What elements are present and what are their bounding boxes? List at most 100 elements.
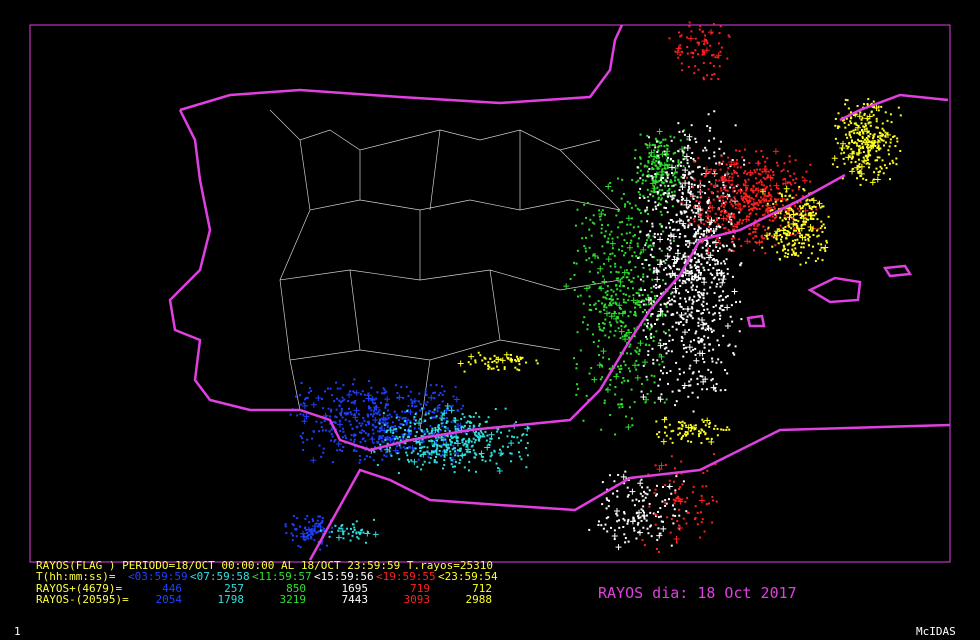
strike [706,202,709,205]
strike [658,431,661,434]
strike [734,206,737,209]
strike [645,259,648,262]
strike [671,291,674,294]
strike [655,160,658,163]
strike [759,179,762,182]
strike [630,417,633,420]
strike [870,102,873,105]
strike [659,162,662,165]
strike [628,370,631,373]
strike [680,472,683,475]
strike [497,437,500,440]
strike [720,178,723,181]
strike [838,125,841,128]
strike [579,349,582,352]
strike [798,185,801,188]
strike [411,398,418,405]
strike [701,375,704,378]
strike [651,347,654,350]
strike [879,170,882,173]
strike [739,190,742,193]
strike [669,218,672,221]
period: <19:59:55 [376,570,436,583]
strike [450,459,453,462]
strike [672,184,675,187]
strike [726,195,729,198]
strike [836,142,839,145]
strike [695,261,698,264]
strike [760,181,763,184]
strike [474,439,477,442]
strike [510,359,513,362]
strike [672,272,679,279]
strike [660,225,663,228]
strike [690,194,693,197]
strike [675,221,678,224]
strike [879,134,882,137]
strike [858,150,861,153]
strike [489,455,492,458]
strike [857,165,860,168]
strike [721,298,724,301]
strike [733,236,736,239]
strike [662,193,665,196]
strike [594,302,597,305]
strike [769,209,772,212]
strike [680,203,683,206]
strike [730,183,733,186]
strike [876,159,879,162]
strike [877,173,880,176]
strike [707,268,710,271]
strike [616,236,619,239]
strike [642,505,645,508]
strike [433,416,436,419]
strike [654,322,657,325]
strike [665,352,668,355]
strike [726,372,729,375]
strike [743,163,746,166]
strike [666,158,669,161]
strike [633,401,636,404]
strike [687,191,690,194]
strike [652,512,655,515]
strike [687,65,690,68]
strike [609,181,612,184]
strike [521,434,524,437]
strike [658,353,665,360]
strike [724,174,727,177]
strike [784,208,787,211]
strike [677,322,680,325]
strike [655,420,658,423]
strike [736,162,739,165]
strike [342,533,345,536]
strike [489,459,492,462]
strike [731,161,738,168]
strike [798,235,801,238]
strike [342,427,345,430]
strike [649,525,652,528]
strike [412,448,415,451]
strike [734,199,737,202]
strike [664,332,667,335]
strike [688,25,691,28]
strike [669,135,672,138]
strike [689,423,692,426]
strike [841,177,844,180]
strike [478,423,481,426]
strike [847,123,850,126]
strike [801,242,804,245]
strike [306,531,309,534]
strike [674,491,677,494]
strike [616,321,619,324]
strike [694,49,697,52]
strike [598,328,601,331]
strike [457,409,460,412]
strike [620,277,623,280]
strike [341,449,344,452]
strike [712,453,715,456]
strike [451,437,454,440]
strike [474,359,477,362]
strike [373,408,376,411]
strike [650,302,653,305]
strike [449,443,452,446]
